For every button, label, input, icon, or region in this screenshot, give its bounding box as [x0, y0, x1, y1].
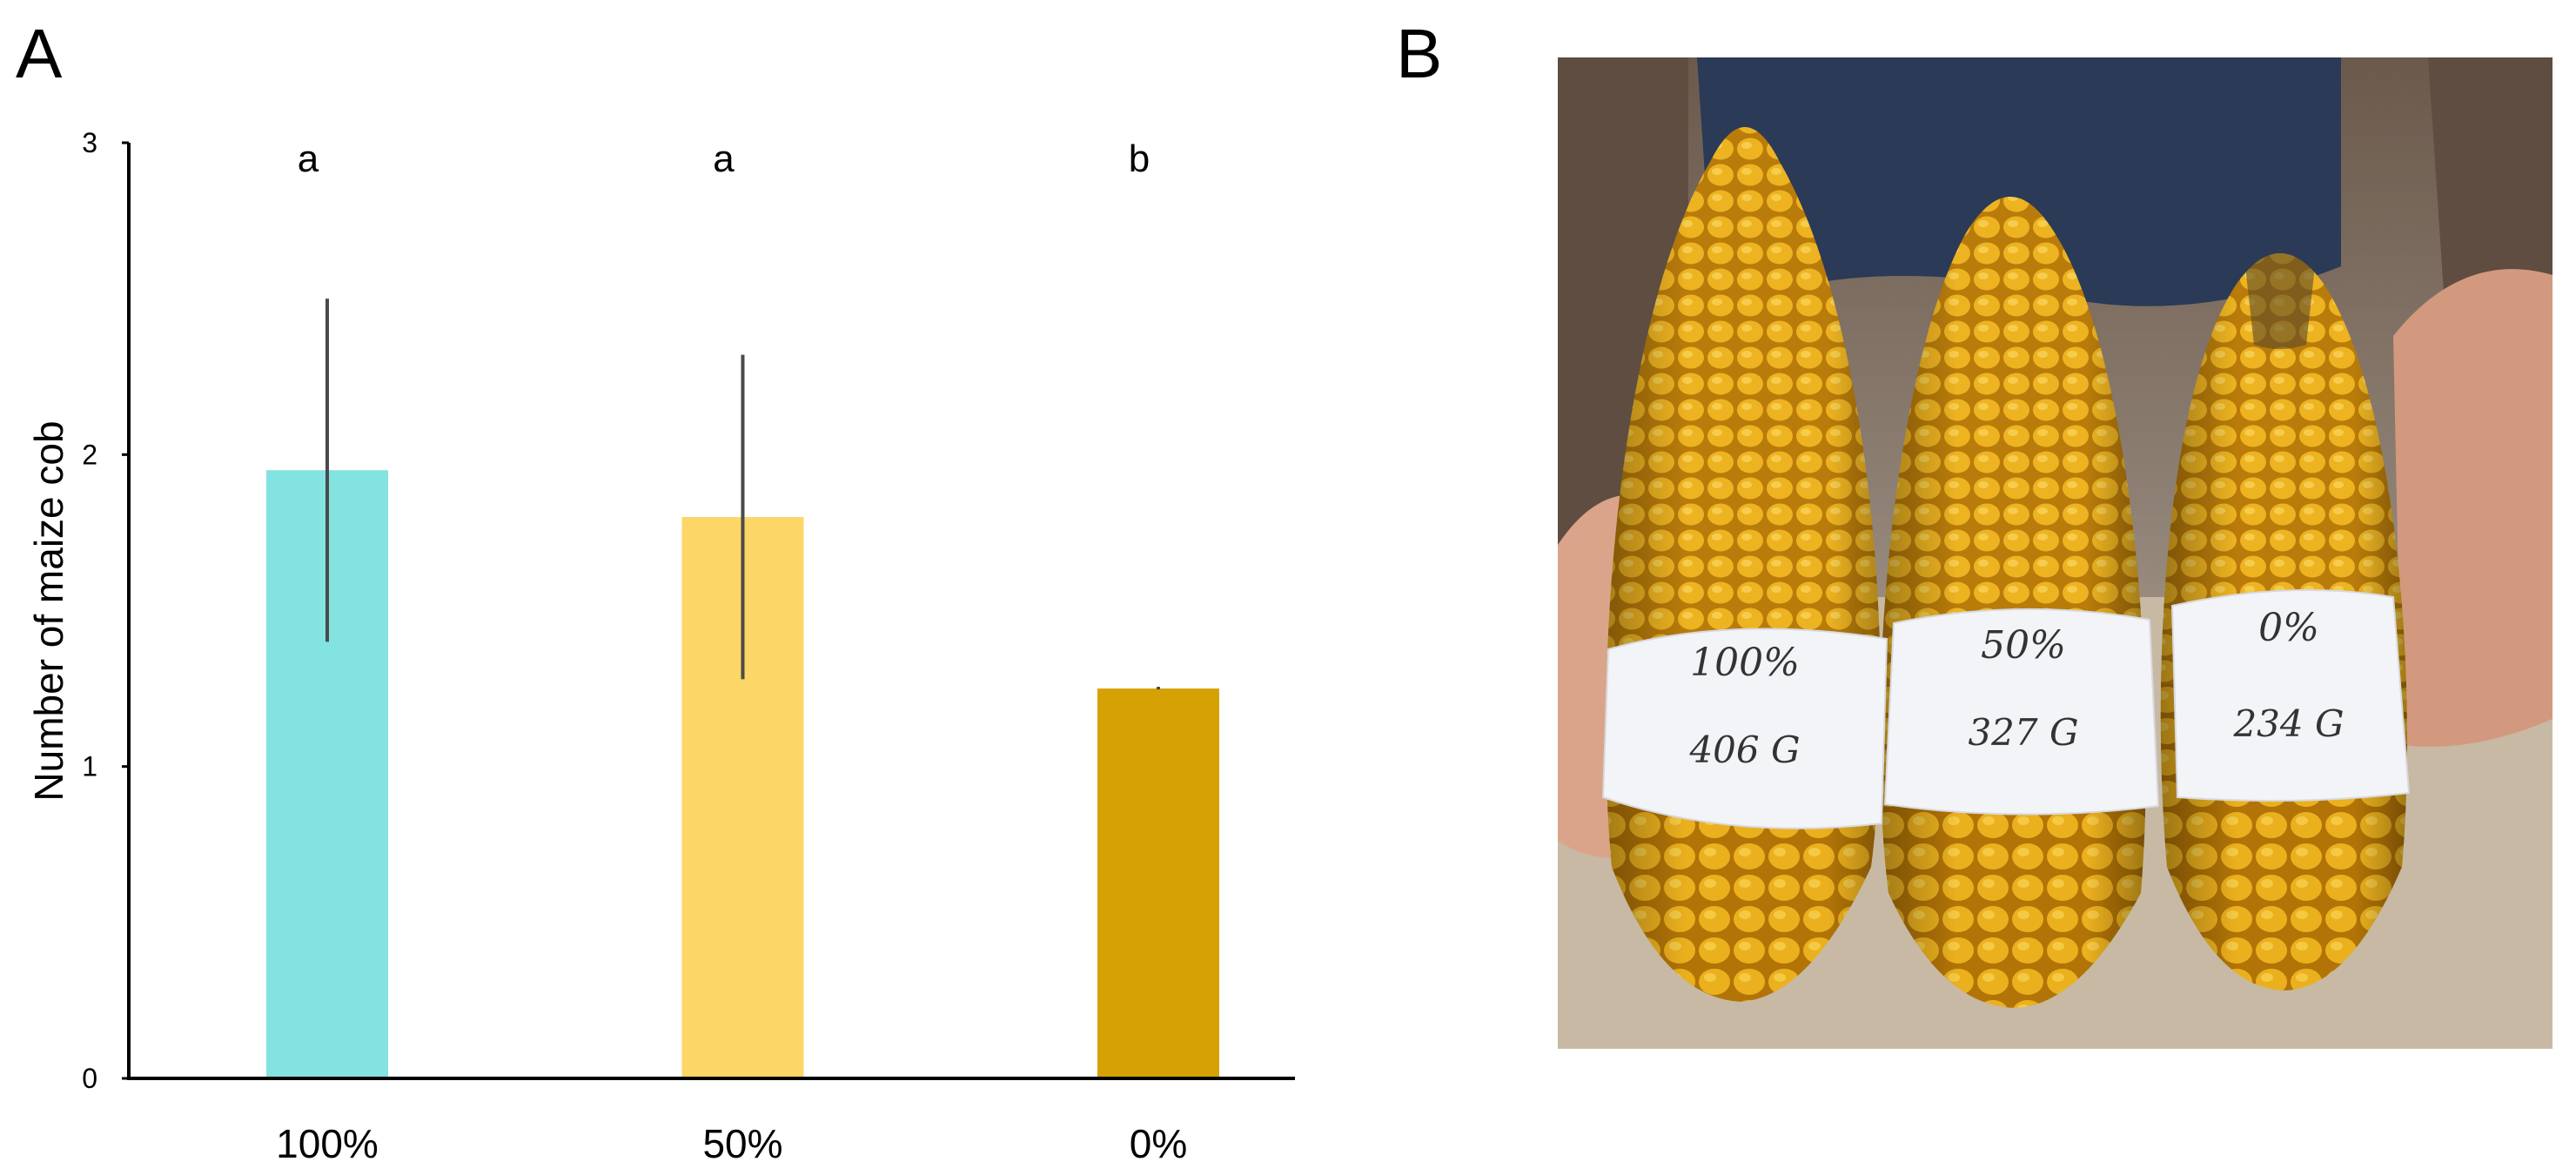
- tag-0-percent-line2: 234 G: [2232, 702, 2344, 745]
- x-tick-label-1: 50%: [702, 1121, 782, 1166]
- y-tick-label-0: 0: [82, 1063, 97, 1094]
- tag-0-percent: 0% 234 G: [2170, 589, 2411, 802]
- tag-50-percent: 50% 327 G: [1883, 608, 2160, 816]
- dark-clothing: [1697, 57, 2341, 319]
- tag-50-percent-line1: 50%: [1981, 623, 2066, 668]
- bars-layer: [266, 470, 1219, 1078]
- y-tick-label-2: 2: [82, 439, 97, 470]
- left-sleeve: [1558, 57, 1688, 614]
- tag-100-percent-line1: 100%: [1690, 641, 1800, 685]
- bar-chart: 0 1 2 3 100% 50% 0% a a b Number of maize cob: [26, 127, 1295, 1166]
- right-sleeve: [2428, 57, 2553, 319]
- y-ticks-layer: 0 1 2 3: [82, 127, 129, 1094]
- significance-letter-2: b: [1129, 138, 1150, 180]
- y-tick-label-1: 1: [82, 751, 97, 782]
- error-bars-layer: [325, 299, 1160, 690]
- tag-100-percent-line2: 406 G: [1688, 728, 1800, 771]
- bar-2: [1097, 688, 1219, 1078]
- tag-50-percent-line2: 327 G: [1968, 711, 2078, 754]
- maize-cob-photo: 100% 406 G 50% 327 G 0% 234 G: [1558, 57, 2553, 1049]
- x-tick-label-0: 100%: [276, 1121, 379, 1166]
- x-tick-labels-layer: 100% 50% 0%: [276, 1121, 1187, 1166]
- x-tick-label-2: 0%: [1130, 1121, 1187, 1166]
- tag-100-percent: 100% 406 G: [1601, 628, 1888, 829]
- tag-0-percent-line1: 0%: [2258, 606, 2319, 650]
- y-tick-label-3: 3: [82, 127, 97, 158]
- significance-letter-0: a: [298, 138, 319, 180]
- y-axis-label: Number of maize cob: [26, 420, 71, 801]
- panel-label-b: B: [1396, 15, 1443, 92]
- panel-label-a: A: [16, 15, 63, 92]
- significance-letter-1: a: [713, 138, 735, 180]
- right-hand: [2393, 269, 2553, 747]
